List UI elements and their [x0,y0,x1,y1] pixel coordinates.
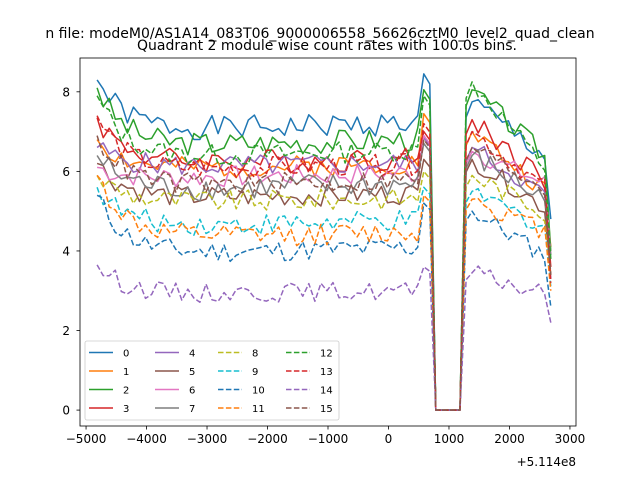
x-tick-label: −2000 [247,432,288,446]
series-line-14 [96,264,552,411]
x-tick-label: −5000 [66,432,107,446]
legend-label-9: 9 [252,367,258,378]
legend-label-11: 11 [252,404,265,415]
series-line-8 [96,170,552,411]
legend-label-12: 12 [320,348,333,359]
series-line-0 [96,73,552,411]
axes: −5000 −4000 −3000 −2000 −1000 0 1000 2000 3000 0 2… [62,57,586,446]
legend-label-14: 14 [320,385,333,396]
x-tick-label: 3000 [555,432,586,446]
series-line-15 [96,135,552,411]
y-tick-label: 0 [62,404,70,418]
legend-label-7: 7 [189,404,195,415]
legend-label-6: 6 [189,385,195,396]
legend-label-8: 8 [252,348,258,359]
series-line-9 [96,186,552,411]
y-tick-label: 4 [62,244,70,258]
x-tick-label: 2000 [494,432,525,446]
plot-area [96,73,552,411]
legend-box [84,340,340,421]
chart-suptitle: n file: modeM0/AS1A14_083T06_9000006558_… [45,26,594,42]
x-tick-label: −1000 [308,432,349,446]
series-line-2 [96,87,552,411]
x-tick-label: −3000 [187,432,228,446]
series-line-3 [96,117,552,411]
x-offset-label: +5.114e8 [517,455,576,469]
legend-label-2: 2 [123,385,129,396]
series-line-7 [96,142,552,411]
legend-label-0: 0 [123,348,129,359]
chart-title: Quadrant 2 module wise count rates with … [137,38,517,54]
series-line-13 [96,115,552,411]
legend-label-5: 5 [189,367,195,378]
series-line-11 [96,174,552,411]
series-line-12 [96,81,552,411]
y-tick-label: 8 [62,85,70,99]
x-tick-label: 1000 [434,432,465,446]
legend-label-15: 15 [320,404,333,415]
y-tick-label: 6 [62,165,70,179]
legend-label-3: 3 [123,404,129,415]
x-tick-label: 0 [385,432,393,446]
x-tick-label: −4000 [126,432,167,446]
legend-label-10: 10 [252,385,265,396]
series-line-10 [96,194,552,411]
legend-label-13: 13 [320,367,333,378]
y-tick-label: 2 [62,324,70,338]
legend-label-1: 1 [123,367,129,378]
legend-label-4: 4 [189,348,195,359]
